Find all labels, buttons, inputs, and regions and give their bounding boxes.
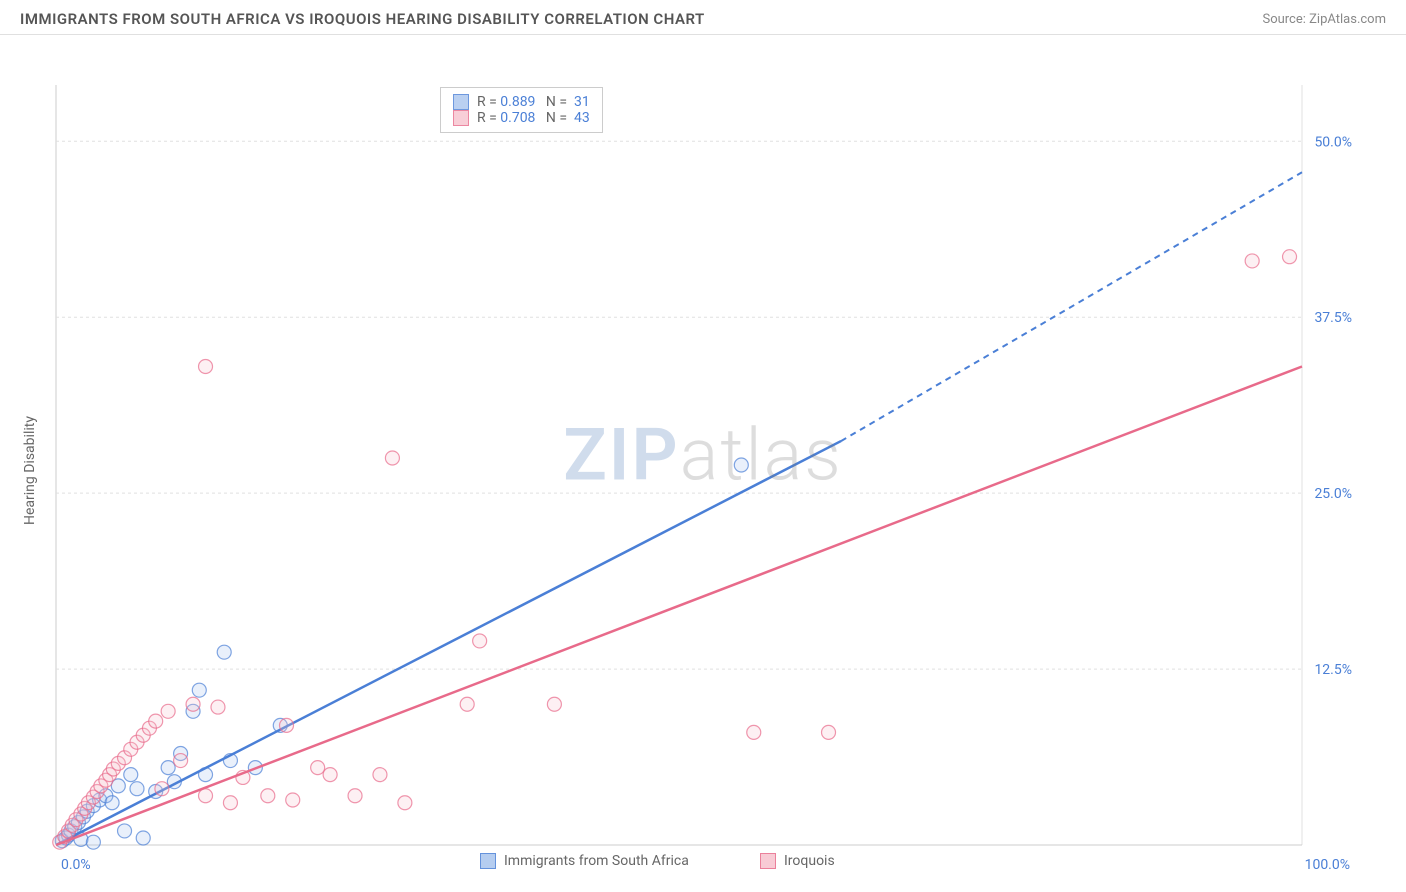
- svg-text:25.0%: 25.0%: [1314, 486, 1352, 502]
- stats-legend-text: R = 0.708 N = 43: [477, 110, 590, 126]
- source-attribution: Source: ZipAtlas.com: [1262, 12, 1386, 27]
- iroquois-legend-swatch: [760, 853, 776, 869]
- immigrants-swatch: [453, 94, 469, 110]
- chart-title: IMMIGRANTS FROM SOUTH AFRICA VS IROQUOIS…: [20, 10, 705, 28]
- stats-legend-text: R = 0.889 N = 31: [477, 94, 590, 110]
- y-axis-label: Hearing Disability: [22, 416, 38, 525]
- stats-legend-box: R = 0.889 N = 31R = 0.708 N = 43: [440, 87, 603, 133]
- svg-text:100.0%: 100.0%: [1305, 857, 1350, 873]
- series-legend-immigrants: Immigrants from South Africa: [480, 853, 689, 869]
- chart-area: 12.5%25.0%37.5%50.0%0.0%100.0% ZIPatlas …: [0, 35, 1406, 875]
- source-prefix: Source:: [1262, 12, 1309, 27]
- series-legend-iroquois: Iroquois: [760, 853, 835, 869]
- iroquois-legend-label: Iroquois: [784, 853, 835, 869]
- chart-header: IMMIGRANTS FROM SOUTH AFRICA VS IROQUOIS…: [0, 0, 1406, 35]
- immigrants-legend-swatch: [480, 853, 496, 869]
- svg-text:12.5%: 12.5%: [1314, 662, 1352, 678]
- source-link[interactable]: ZipAtlas.com: [1309, 12, 1386, 27]
- iroquois-swatch: [453, 110, 469, 126]
- immigrants-legend-label: Immigrants from South Africa: [504, 853, 689, 869]
- svg-text:50.0%: 50.0%: [1314, 134, 1352, 150]
- correlation-scatter-chart: 12.5% 25.0% 37.5% 50.0% 0.0% 100.0%: [0, 35, 1406, 875]
- svg-text:0.0%: 0.0%: [61, 857, 91, 873]
- stats-legend-row: R = 0.889 N = 31: [453, 94, 590, 110]
- svg-text:37.5%: 37.5%: [1314, 310, 1352, 326]
- stats-legend-row: R = 0.708 N = 43: [453, 110, 590, 126]
